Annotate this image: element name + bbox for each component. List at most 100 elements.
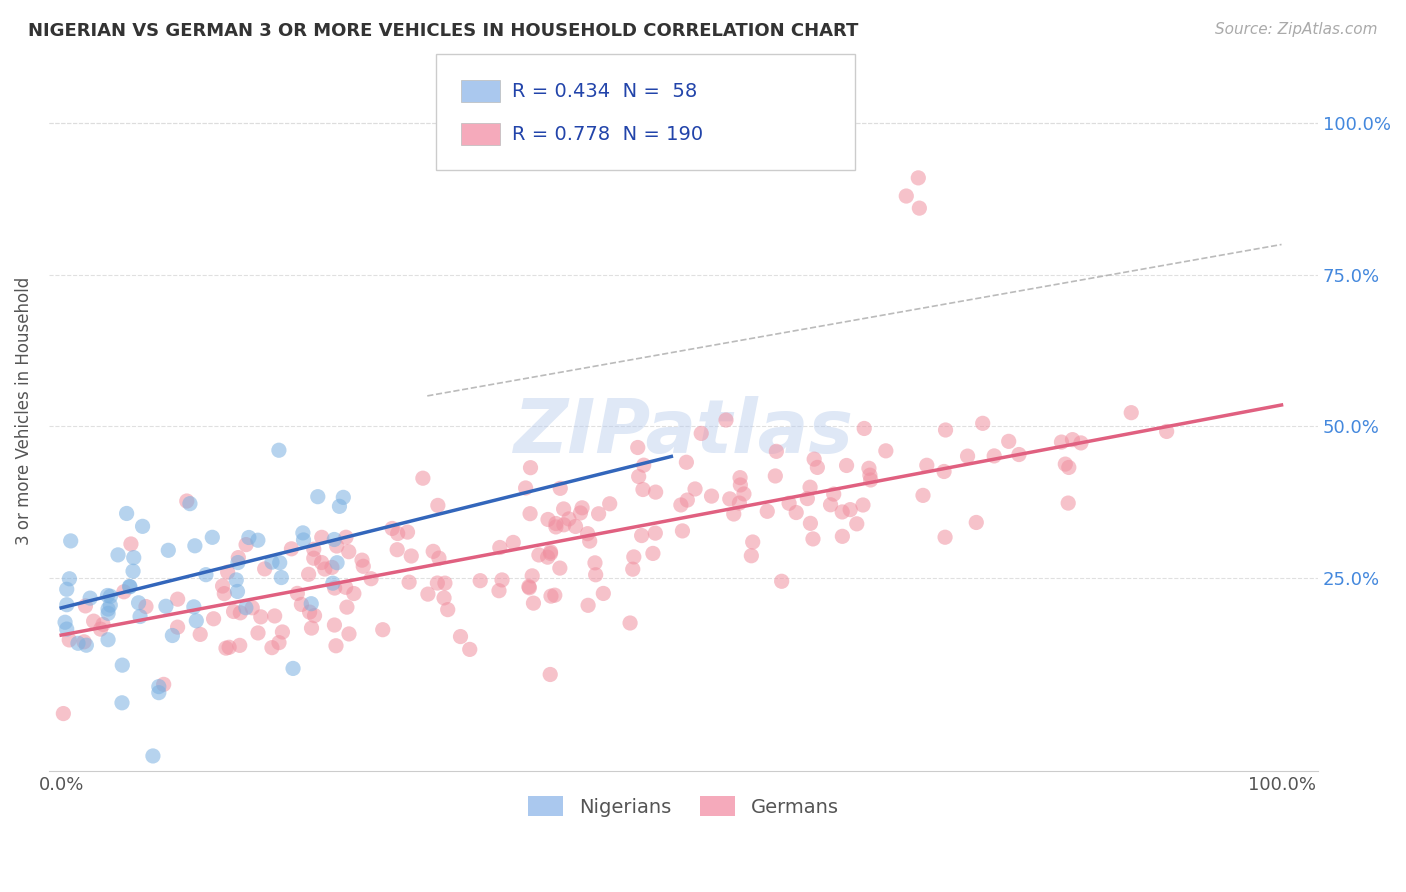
- Point: [217, 565, 239, 579]
- Point: [176, 494, 198, 508]
- Point: [806, 460, 828, 475]
- FancyBboxPatch shape: [461, 123, 499, 145]
- Point: [299, 597, 322, 611]
- Point: [152, 677, 174, 691]
- Point: [458, 642, 481, 657]
- Point: [801, 532, 824, 546]
- Point: [1121, 406, 1143, 420]
- Point: [576, 599, 599, 613]
- Point: [267, 635, 290, 649]
- Point: [325, 539, 347, 553]
- Point: [129, 609, 152, 624]
- Point: [58, 632, 80, 647]
- Point: [111, 658, 134, 673]
- Point: [128, 596, 150, 610]
- Point: [211, 579, 233, 593]
- Point: [321, 560, 343, 574]
- Point: [544, 516, 567, 531]
- Point: [416, 587, 439, 601]
- Point: [290, 598, 312, 612]
- Point: [240, 600, 263, 615]
- Text: Source: ZipAtlas.com: Source: ZipAtlas.com: [1215, 22, 1378, 37]
- Point: [470, 574, 492, 588]
- Point: [553, 502, 575, 516]
- Point: [1057, 460, 1080, 475]
- Point: [641, 546, 664, 560]
- Point: [401, 549, 423, 563]
- Point: [839, 502, 862, 516]
- Point: [335, 580, 357, 594]
- Point: [627, 441, 650, 455]
- Point: [522, 569, 544, 583]
- Point: [831, 505, 853, 519]
- Point: [337, 544, 360, 558]
- Point: [302, 542, 325, 557]
- Point: [553, 517, 575, 532]
- Point: [314, 562, 336, 576]
- Point: [675, 455, 697, 469]
- Point: [548, 481, 571, 495]
- Point: [112, 584, 135, 599]
- Point: [371, 623, 394, 637]
- Point: [238, 531, 260, 545]
- Point: [965, 516, 987, 530]
- Point: [569, 506, 592, 520]
- Point: [548, 561, 571, 575]
- Point: [896, 189, 918, 203]
- Point: [323, 533, 346, 547]
- Point: [260, 555, 283, 569]
- Point: [718, 491, 741, 506]
- Point: [728, 496, 751, 510]
- Point: [799, 480, 821, 494]
- Point: [436, 602, 458, 616]
- Point: [564, 519, 586, 533]
- Point: [115, 507, 138, 521]
- Point: [53, 615, 76, 630]
- Point: [433, 591, 456, 605]
- Point: [544, 520, 567, 534]
- Point: [218, 640, 240, 655]
- Point: [75, 638, 97, 652]
- Point: [350, 553, 373, 567]
- Point: [683, 482, 706, 496]
- Point: [302, 551, 325, 566]
- Point: [260, 640, 283, 655]
- Point: [907, 170, 929, 185]
- Point: [858, 461, 880, 475]
- Point: [630, 528, 652, 542]
- Point: [226, 584, 249, 599]
- Point: [517, 581, 540, 595]
- Point: [201, 530, 224, 544]
- Point: [519, 460, 541, 475]
- Point: [55, 622, 77, 636]
- Point: [335, 530, 357, 544]
- Point: [588, 507, 610, 521]
- Point: [599, 497, 621, 511]
- Point: [540, 545, 562, 559]
- Point: [52, 706, 75, 721]
- Point: [142, 748, 165, 763]
- Point: [157, 543, 180, 558]
- Point: [73, 634, 96, 648]
- FancyBboxPatch shape: [461, 80, 499, 102]
- Point: [1050, 435, 1073, 450]
- Point: [91, 617, 114, 632]
- Point: [325, 639, 347, 653]
- Point: [644, 485, 666, 500]
- Point: [859, 473, 882, 487]
- Y-axis label: 3 or more Vehicles in Household: 3 or more Vehicles in Household: [15, 277, 32, 545]
- Point: [527, 548, 550, 562]
- Point: [229, 606, 252, 620]
- Text: R = 0.778  N = 190: R = 0.778 N = 190: [512, 125, 703, 144]
- Point: [298, 605, 321, 619]
- Point: [79, 591, 101, 606]
- Point: [427, 551, 450, 566]
- Point: [676, 493, 699, 508]
- Point: [328, 500, 350, 514]
- Point: [97, 607, 120, 621]
- Point: [799, 516, 821, 531]
- Point: [96, 589, 118, 603]
- Point: [859, 468, 882, 483]
- Legend: Nigerians, Germans: Nigerians, Germans: [519, 787, 849, 827]
- Point: [122, 564, 145, 578]
